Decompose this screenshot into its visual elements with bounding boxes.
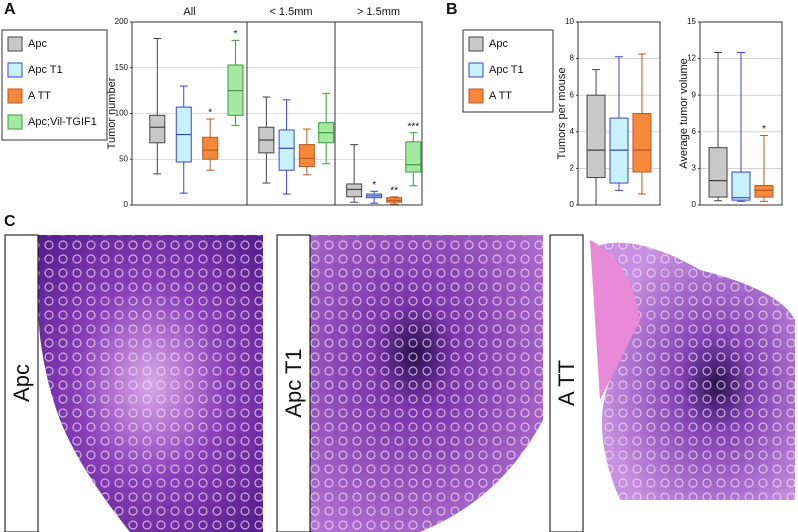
legend-label: Apc;Vil-TGIF1: [28, 116, 97, 128]
significance: **: [390, 185, 398, 196]
label-box: [276, 234, 311, 532]
y-tick-label: 150: [115, 63, 129, 72]
y-tick-label: 6: [570, 90, 575, 99]
legend-swatch: [7, 36, 23, 52]
image-label: Apc T1: [281, 348, 306, 417]
box: [149, 114, 166, 144]
y-tick-label: 0: [570, 200, 575, 209]
label-box: [549, 234, 584, 532]
box: [708, 147, 728, 198]
y-tick-label: 0: [692, 200, 697, 209]
image-label: Apc: [9, 364, 34, 402]
box: [278, 129, 295, 171]
y-tick-label: 3: [692, 164, 697, 173]
histology-images: [38, 235, 795, 532]
y-tick-label: 15: [687, 17, 696, 26]
image-texture: [38, 235, 263, 532]
box: [754, 184, 774, 198]
legend-swatch: [7, 88, 23, 104]
y-tick-label: 0: [124, 200, 129, 209]
legend-label: Apc: [28, 38, 47, 50]
panel-label: A: [4, 1, 16, 18]
legend-swatch: [468, 88, 484, 104]
legend-swatch: [468, 36, 484, 52]
legend-label: Apc: [489, 38, 508, 50]
legend-swatch: [7, 62, 23, 78]
image-texture: [600, 242, 795, 500]
category-title: < 1.5mm: [269, 6, 312, 18]
box: [632, 113, 652, 173]
panel-label: C: [4, 213, 16, 230]
y-tick-label: 2: [570, 164, 575, 173]
legend-label: A TT: [28, 90, 51, 102]
y-tick-label: 50: [119, 154, 128, 163]
plot-frame: [699, 21, 783, 206]
y-axis-label: Tumors per mouse: [556, 68, 568, 160]
box: [346, 183, 363, 198]
category-title: > 1.5mm: [357, 6, 400, 18]
legend-label: A TT: [489, 90, 512, 102]
panel-label: B: [446, 1, 458, 18]
image-label: A TT: [554, 360, 579, 406]
image-texture: [310, 235, 543, 532]
significance: *: [208, 108, 212, 119]
box: [202, 136, 219, 160]
y-tick-label: 10: [565, 17, 574, 26]
y-tick-label: 6: [692, 127, 697, 136]
image-labels: Apc Apc T1 A TT: [4, 234, 584, 532]
legend-label: Apc T1: [489, 64, 524, 76]
y-tick-label: 100: [115, 109, 129, 118]
plot-frame: [577, 21, 661, 206]
y-tick-label: 4: [570, 127, 575, 136]
significance: ***: [407, 121, 419, 132]
y-tick-label: 8: [570, 54, 575, 63]
legend-label: Apc T1: [28, 64, 63, 76]
label-box: [4, 234, 39, 532]
legend-swatch: [468, 62, 484, 78]
y-axis-label: Tumor number: [106, 77, 118, 149]
box: [298, 144, 315, 168]
legend-swatch: [7, 114, 23, 130]
image-muscle: [590, 240, 640, 400]
category-title: All: [183, 6, 195, 18]
box: [731, 171, 751, 201]
significance: *: [372, 180, 376, 191]
y-tick-label: 200: [115, 17, 129, 26]
y-tick-label: 12: [687, 54, 696, 63]
significance: *: [234, 29, 238, 40]
box: [405, 141, 422, 173]
y-tick-label: 9: [692, 90, 697, 99]
box: [586, 94, 606, 179]
y-axis-label: Average tumor volume: [678, 58, 690, 168]
plot-frame: [131, 21, 423, 206]
significance: *: [762, 124, 766, 135]
